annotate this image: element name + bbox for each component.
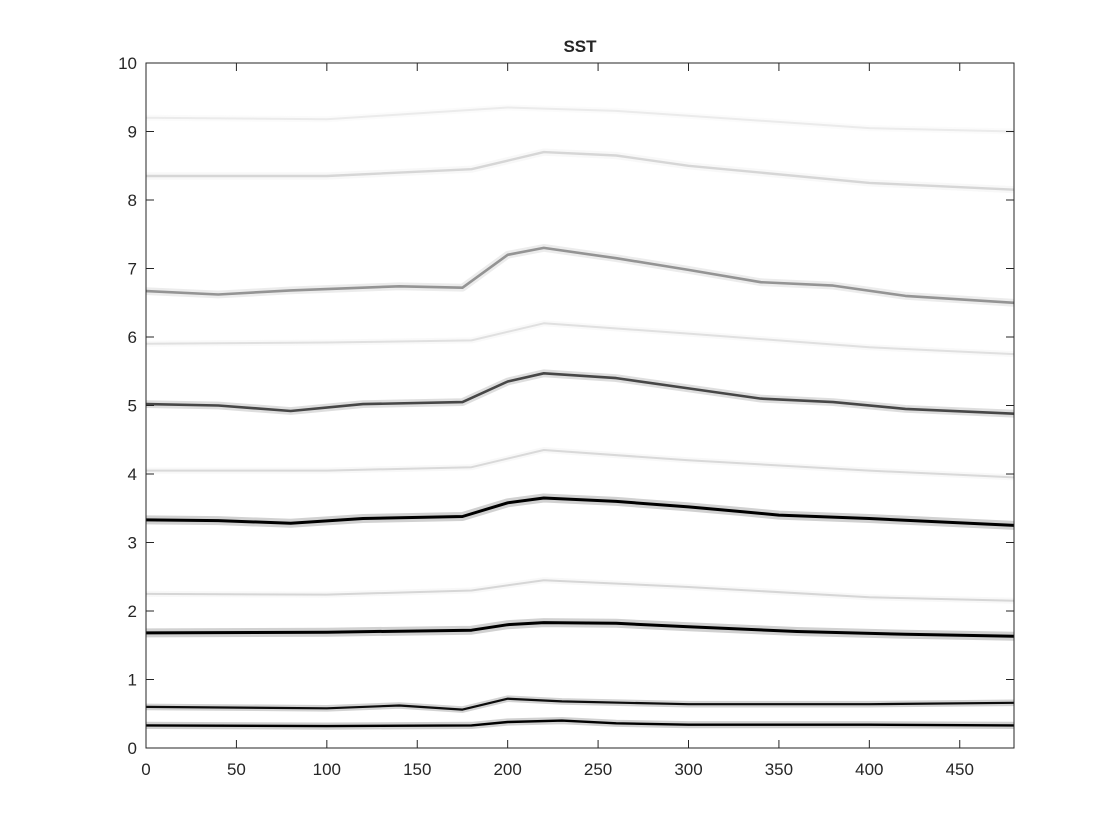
x-tick-label: 300 — [674, 760, 702, 779]
ridge-10 — [145, 106, 1015, 133]
y-tick-label: 5 — [128, 397, 137, 416]
ridge-8 — [146, 449, 1015, 479]
y-tick-label: 10 — [118, 54, 137, 73]
x-tick-label: 150 — [403, 760, 431, 779]
heatmap-ridges — [145, 104, 1015, 730]
y-tick-label: 4 — [128, 465, 137, 484]
axes-box — [145, 62, 1015, 749]
y-tick-label: 0 — [128, 739, 137, 758]
ridge-0 — [145, 719, 1015, 728]
x-tick-label: 50 — [227, 760, 246, 779]
y-tick-label: 1 — [128, 671, 137, 690]
y-tick-label: 2 — [128, 602, 137, 621]
x-tick-label: 350 — [765, 760, 793, 779]
ridge-5 — [145, 246, 1015, 305]
x-tick-label: 200 — [493, 760, 521, 779]
y-tick-label: 3 — [128, 534, 137, 553]
x-tick-label: 100 — [313, 760, 341, 779]
y-tick-label: 6 — [128, 328, 137, 347]
ridge-3 — [145, 496, 1015, 527]
ridge-4 — [145, 372, 1015, 415]
y-axis: 0 1 2 3 4 5 6 7 8 9 10 — [118, 54, 1014, 758]
ridge-1 — [145, 697, 1015, 711]
x-tick-label: 400 — [855, 760, 883, 779]
x-axis: 0 50 100 150 200 250 300 350 400 450 — [141, 63, 974, 779]
ridge-7 — [145, 579, 1015, 602]
ridge-9 — [145, 322, 1015, 356]
ridge-2 — [145, 621, 1015, 638]
x-tick-label: 0 — [141, 760, 150, 779]
ridge-6 — [146, 150, 1015, 191]
y-tick-label: 8 — [128, 191, 137, 210]
plot-area — [145, 63, 1015, 748]
y-tick-label: 7 — [128, 260, 137, 279]
x-tick-label: 250 — [584, 760, 612, 779]
y-tick-label: 9 — [128, 123, 137, 142]
chart-title: SST — [563, 37, 597, 56]
x-tick-label: 450 — [946, 760, 974, 779]
